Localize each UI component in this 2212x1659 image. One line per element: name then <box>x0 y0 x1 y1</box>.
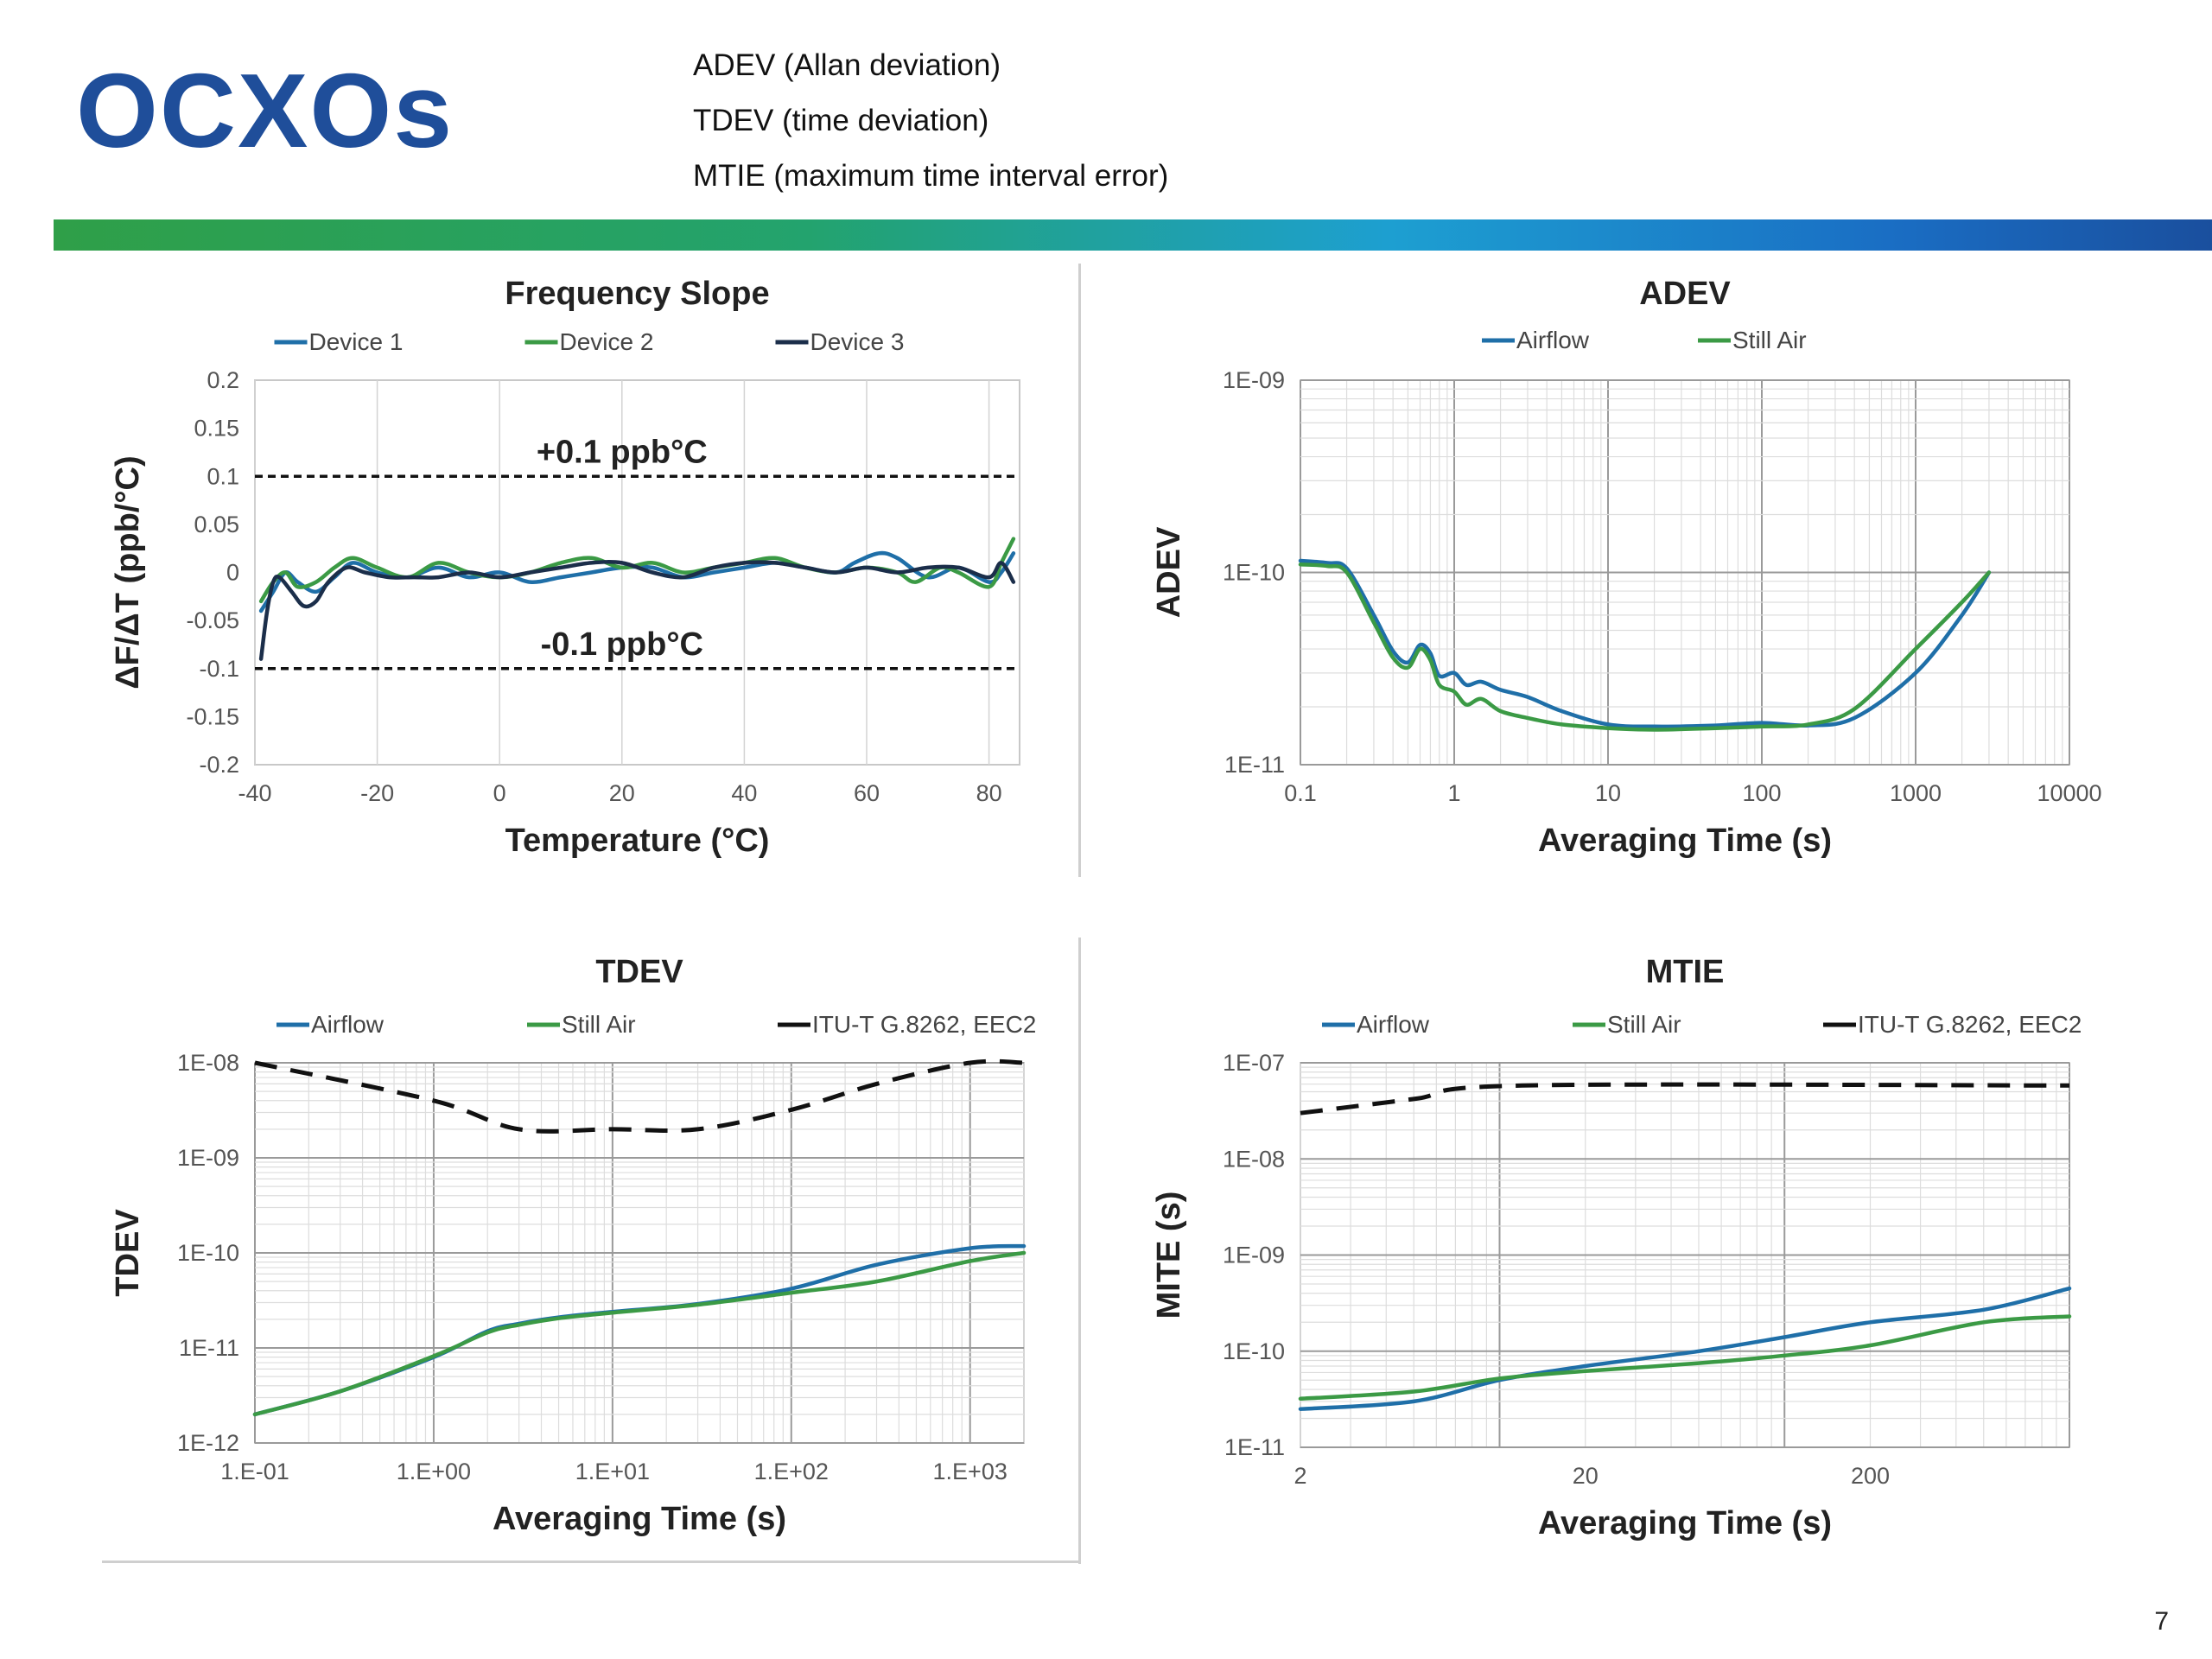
x-tick-label: 10000 <box>2037 780 2101 806</box>
y-tick-label: 1E-09 <box>1223 1243 1285 1268</box>
y-tick-label: 0 <box>226 560 239 586</box>
y-tick-label: 1E-11 <box>1224 752 1285 778</box>
y-tick-label: -0.05 <box>186 607 239 633</box>
x-tick-label: 100 <box>1742 780 1781 806</box>
gridlines <box>1300 379 2070 766</box>
x-axis-label: Averaging Time (s) <box>493 1501 786 1537</box>
legend-label-still-air: Still Air <box>1607 1011 1681 1038</box>
gridlines <box>254 1062 1025 1444</box>
y-tick-label: 0.1 <box>207 463 239 489</box>
y-tick-label: 1E-11 <box>179 1335 239 1361</box>
adev-chart: 0.1 1 10 100 1000 10000 1E-09 1E-10 1E-11 ADEV Ave… <box>1151 276 2102 859</box>
x-tick-label: 1.E+02 <box>754 1459 829 1484</box>
legend-label-airflow: Airflow <box>1357 1011 1430 1038</box>
note-adev: ADEV (Allan deviation) <box>693 48 1001 82</box>
y-tick-label: 0.05 <box>194 512 239 537</box>
x-tick-label: 1.E+00 <box>397 1459 471 1484</box>
x-tick-label: -40 <box>238 780 271 806</box>
series-line-airflow <box>1298 1286 2072 1411</box>
chart-title: MTIE <box>1646 954 1725 990</box>
x-tick-label: -20 <box>360 780 394 806</box>
reference-label: -0.1 ppb°C <box>541 626 703 663</box>
y-axis-label: MITE (s) <box>1151 1192 1187 1319</box>
legend-label-device-1: Device 1 <box>309 328 404 355</box>
series-line-itu-t-g-8262-eec2 <box>254 1058 1025 1134</box>
series-line-still-air <box>1298 563 1992 732</box>
page-number: 7 <box>2154 1607 2169 1636</box>
y-tick-label: 1E-09 <box>177 1145 239 1171</box>
series-line-still-air <box>252 1250 1027 1417</box>
x-tick-label: 200 <box>1851 1463 1890 1489</box>
y-axis-label: ΔF/ΔT (ppb/°C) <box>110 455 146 689</box>
x-tick-label: 1.E+01 <box>575 1459 650 1484</box>
y-tick-label: 0.2 <box>207 367 239 393</box>
legend-label-device-3: Device 3 <box>810 328 905 355</box>
horizontal-divider-bottom <box>102 1560 1081 1563</box>
legend-label-itu-t-g-8262-eec2: ITU-T G.8262, EEC2 <box>1858 1011 2082 1038</box>
y-tick-label: -0.2 <box>199 752 239 778</box>
legend-label-itu-t-g-8262-eec2: ITU-T G.8262, EEC2 <box>812 1011 1036 1038</box>
y-tick-label: 1E-07 <box>1223 1050 1285 1076</box>
legend-label-still-air: Still Air <box>562 1011 636 1038</box>
metric-notes: ADEV (Allan deviation) TDEV (time deviat… <box>693 38 1168 204</box>
legend-label-airflow: Airflow <box>1516 327 1590 353</box>
vertical-divider-top <box>1078 264 1081 877</box>
y-tick-label: -0.15 <box>186 703 239 729</box>
y-tick-label: 1E-10 <box>1223 1338 1285 1364</box>
x-tick-label: 1 <box>1447 780 1460 806</box>
legend-label-device-2: Device 2 <box>560 328 654 355</box>
note-tdev: TDEV (time deviation) <box>693 104 989 137</box>
x-tick-label: 80 <box>976 780 1002 806</box>
x-tick-label: 10 <box>1595 780 1621 806</box>
x-tick-label: 20 <box>1573 1463 1599 1489</box>
y-tick-label: 1E-11 <box>1224 1434 1285 1460</box>
chart-title: ADEV <box>1639 276 1731 312</box>
mtie-chart: 2 20 200 1E-07 1E-08 1E-09 1E-10 1E-11 MTIE Avera… <box>1151 954 2082 1541</box>
y-tick-label: -0.1 <box>199 656 239 682</box>
legend-label-still-air: Still Air <box>1732 327 1807 353</box>
x-axis-label: Temperature (°C) <box>505 823 770 859</box>
series-line-airflow <box>1298 558 1992 729</box>
y-tick-label: 1E-08 <box>177 1050 239 1076</box>
series-line-still-air <box>1298 1314 2072 1402</box>
chart-title: Frequency Slope <box>505 276 769 312</box>
x-axis-label: Averaging Time (s) <box>1538 1505 1832 1541</box>
x-tick-label: 1000 <box>1890 780 1942 806</box>
x-tick-label: 20 <box>609 780 635 806</box>
x-tick-label: 40 <box>731 780 757 806</box>
x-tick-label: 0.1 <box>1284 780 1317 806</box>
y-tick-label: 1E-10 <box>1223 560 1285 586</box>
x-tick-label: 2 <box>1294 1463 1306 1489</box>
tdev-chart: 1.E-01 1.E+00 1.E+01 1.E+02 1.E+03 1E-08 1E-09… <box>110 954 1036 1537</box>
series-line-device-3 <box>258 560 1016 661</box>
legend-label-airflow: Airflow <box>311 1011 385 1038</box>
x-tick-label: 1.E+03 <box>933 1459 1007 1484</box>
y-axis-label: ADEV <box>1151 526 1187 618</box>
y-tick-label: 0.15 <box>194 416 239 442</box>
reference-label: +0.1 ppb°C <box>537 434 708 470</box>
series-line-itu-t-g-8262-eec2 <box>1300 1082 2070 1116</box>
series-line-device-2 <box>258 537 1016 604</box>
x-tick-label: 60 <box>854 780 880 806</box>
y-tick-label: 1E-08 <box>1223 1146 1285 1172</box>
header-gradient-bar <box>54 219 2212 251</box>
note-mtie: MTIE (maximum time interval error) <box>693 159 1169 193</box>
y-tick-label: 1E-10 <box>177 1240 239 1266</box>
x-tick-label: 1.E-01 <box>220 1459 289 1484</box>
y-axis-label: TDEV <box>110 1209 146 1297</box>
vertical-divider-bottom <box>1078 938 1081 1564</box>
page-title: OCXOs <box>76 52 454 169</box>
y-tick-label: 1E-09 <box>1223 367 1285 393</box>
x-axis-label: Averaging Time (s) <box>1538 823 1832 859</box>
y-tick-label: 1E-12 <box>177 1430 239 1456</box>
x-tick-label: 0 <box>493 780 506 806</box>
chart-title: TDEV <box>595 954 683 990</box>
frequency-slope-chart: -40 -20 0 20 40 60 80 0.2 0.15 0.1 0.05 0 -0.05 -0.1 -… <box>110 276 1020 859</box>
